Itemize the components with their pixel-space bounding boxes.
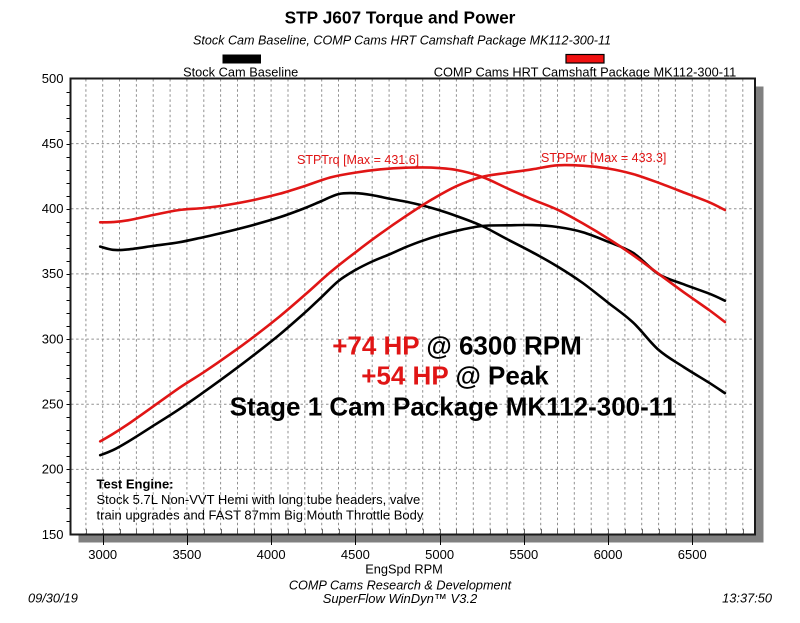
- svg-text:4000: 4000: [257, 547, 286, 562]
- svg-text:200: 200: [42, 462, 64, 477]
- svg-text:Stage 1 Cam Package MK112-300-: Stage 1 Cam Package MK112-300-11: [230, 392, 677, 422]
- svg-text:300: 300: [42, 331, 64, 346]
- svg-text:400: 400: [42, 201, 64, 216]
- svg-text:3000: 3000: [88, 547, 117, 562]
- svg-text:Test Engine:: Test Engine:: [97, 477, 174, 492]
- svg-text:SuperFlow WinDyn™ V3.2: SuperFlow WinDyn™ V3.2: [323, 591, 478, 606]
- svg-text:5500: 5500: [509, 547, 538, 562]
- svg-text:350: 350: [42, 266, 64, 281]
- svg-text:6000: 6000: [594, 547, 623, 562]
- svg-text:6500: 6500: [678, 547, 707, 562]
- svg-text:4500: 4500: [341, 547, 370, 562]
- svg-text:COMP Cams Research & Developme: COMP Cams Research & Development: [289, 579, 512, 593]
- svg-text:STP J607 Torque and Power: STP J607 Torque and Power: [285, 8, 516, 28]
- svg-text:13:37:50: 13:37:50: [722, 591, 773, 606]
- svg-text:EngSpd RPM: EngSpd RPM: [365, 562, 443, 577]
- svg-text:5000: 5000: [425, 547, 454, 562]
- svg-text:STPTrq [Max = 431.6]: STPTrq [Max = 431.6]: [297, 153, 419, 167]
- svg-text:150: 150: [42, 527, 64, 542]
- svg-text:450: 450: [42, 136, 64, 151]
- svg-text:train upgrades and FAST 87mm B: train upgrades and FAST 87mm Big Mouth T…: [97, 508, 424, 523]
- svg-text:500: 500: [42, 71, 64, 86]
- svg-text:Stock Cam Baseline: Stock Cam Baseline: [183, 65, 298, 80]
- svg-text:3500: 3500: [172, 547, 201, 562]
- svg-text:+74 HP @ 6300 RPM: +74 HP @ 6300 RPM: [332, 331, 582, 361]
- svg-text:250: 250: [42, 397, 64, 412]
- svg-text:STPPwr [Max = 433.3]: STPPwr [Max = 433.3]: [541, 151, 666, 165]
- svg-text:09/30/19: 09/30/19: [28, 591, 78, 606]
- svg-text:+54 HP @ Peak: +54 HP @ Peak: [361, 361, 549, 391]
- svg-text:COMP Cams HRT Camshaft Package: COMP Cams HRT Camshaft Package MK112-300…: [434, 65, 737, 80]
- svg-text:Stock Cam Baseline, COMP Cams: Stock Cam Baseline, COMP Cams HRT Camsha…: [193, 34, 611, 48]
- svg-text:Stock 5.7L Non-VVT Hemi with l: Stock 5.7L Non-VVT Hemi with long tube h…: [97, 492, 421, 507]
